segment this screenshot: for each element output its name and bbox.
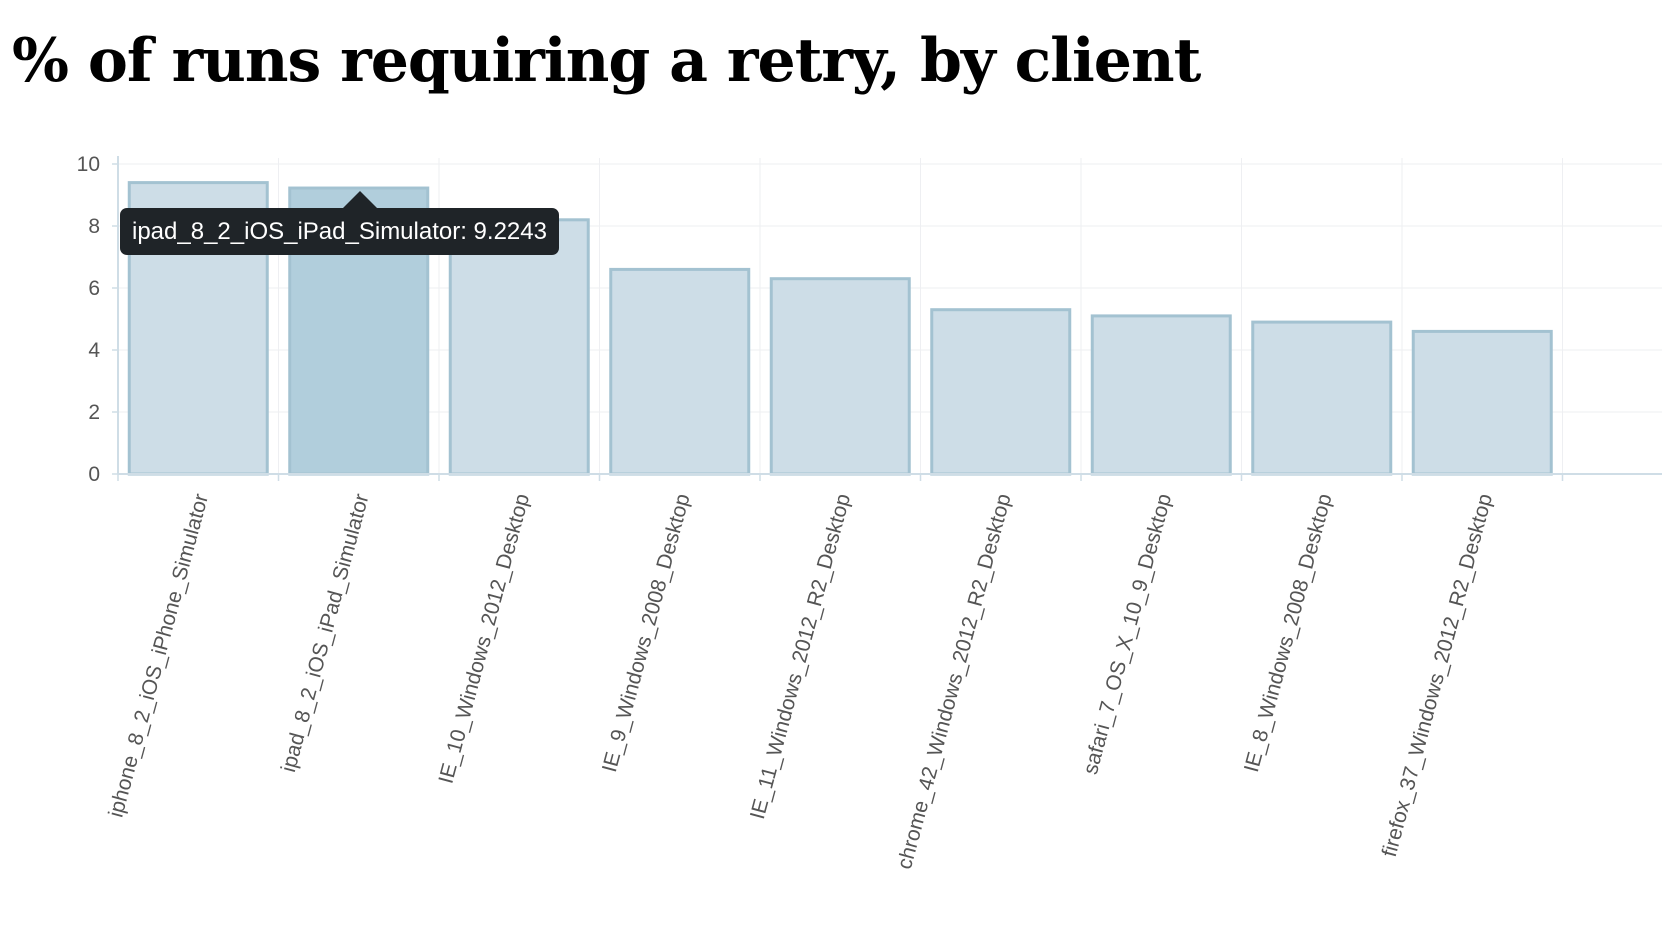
bar-IE_10_Windows_2012_Desktop[interactable] <box>448 218 590 476</box>
bar-IE_8_Windows_2008_Desktop[interactable] <box>1251 320 1393 476</box>
x-tick-label: IE_9_Windows_2008_Desktop <box>598 491 695 774</box>
x-tick-label: chrome_42_Windows_2012_R2_Desktop <box>893 491 1016 871</box>
x-tick-label: IE_11_Windows_2012_R2_Desktop <box>746 491 855 821</box>
x-tick-label: ipad_8_2_iOS_iPad_Simulator <box>277 491 374 774</box>
y-axis-ticks: 0 2 4 6 8 10 <box>77 153 118 486</box>
y-tick-label: 8 <box>88 215 100 238</box>
x-tick-label: IE_8_Windows_2008_Desktop <box>1240 491 1337 774</box>
page-title: % of runs requiring a retry, by client <box>12 26 1201 96</box>
bar-IE_11_Windows_2012_R2_Desktop[interactable] <box>769 277 911 476</box>
y-tick-label: 4 <box>88 339 100 362</box>
y-tick-label: 10 <box>77 153 100 176</box>
x-tick-label: iphone_8_2_iOS_iPhone_Simulator <box>104 491 213 819</box>
chart-axes <box>117 156 1662 475</box>
x-axis-ticks: iphone_8_2_iOS_iPhone_Simulator ipad_8_2_… <box>104 474 1564 872</box>
bar-tooltip: ipad_8_2_iOS_iPad_Simulator: 9.2243 <box>120 208 559 255</box>
y-tick-label: 2 <box>88 401 100 424</box>
y-tick-label: 6 <box>88 277 100 300</box>
tooltip-arrow <box>343 191 377 208</box>
bar-firefox_37_Windows_2012_R2_Desktop[interactable] <box>1411 329 1553 476</box>
x-tick-label: safari_7_OS_X_10_9_Desktop <box>1079 491 1176 777</box>
bar-safari_7_OS_X_10_9_Desktop[interactable] <box>1090 314 1232 476</box>
y-tick-label: 0 <box>88 463 100 486</box>
chart-bars <box>127 181 1553 476</box>
bar-chrome_42_Windows_2012_R2_Desktop[interactable] <box>930 308 1072 476</box>
x-tick-label: firefox_37_Windows_2012_R2_Desktop <box>1378 491 1497 859</box>
x-tick-label: IE_10_Windows_2012_Desktop <box>435 491 535 786</box>
bar-IE_9_Windows_2008_Desktop[interactable] <box>609 267 751 476</box>
